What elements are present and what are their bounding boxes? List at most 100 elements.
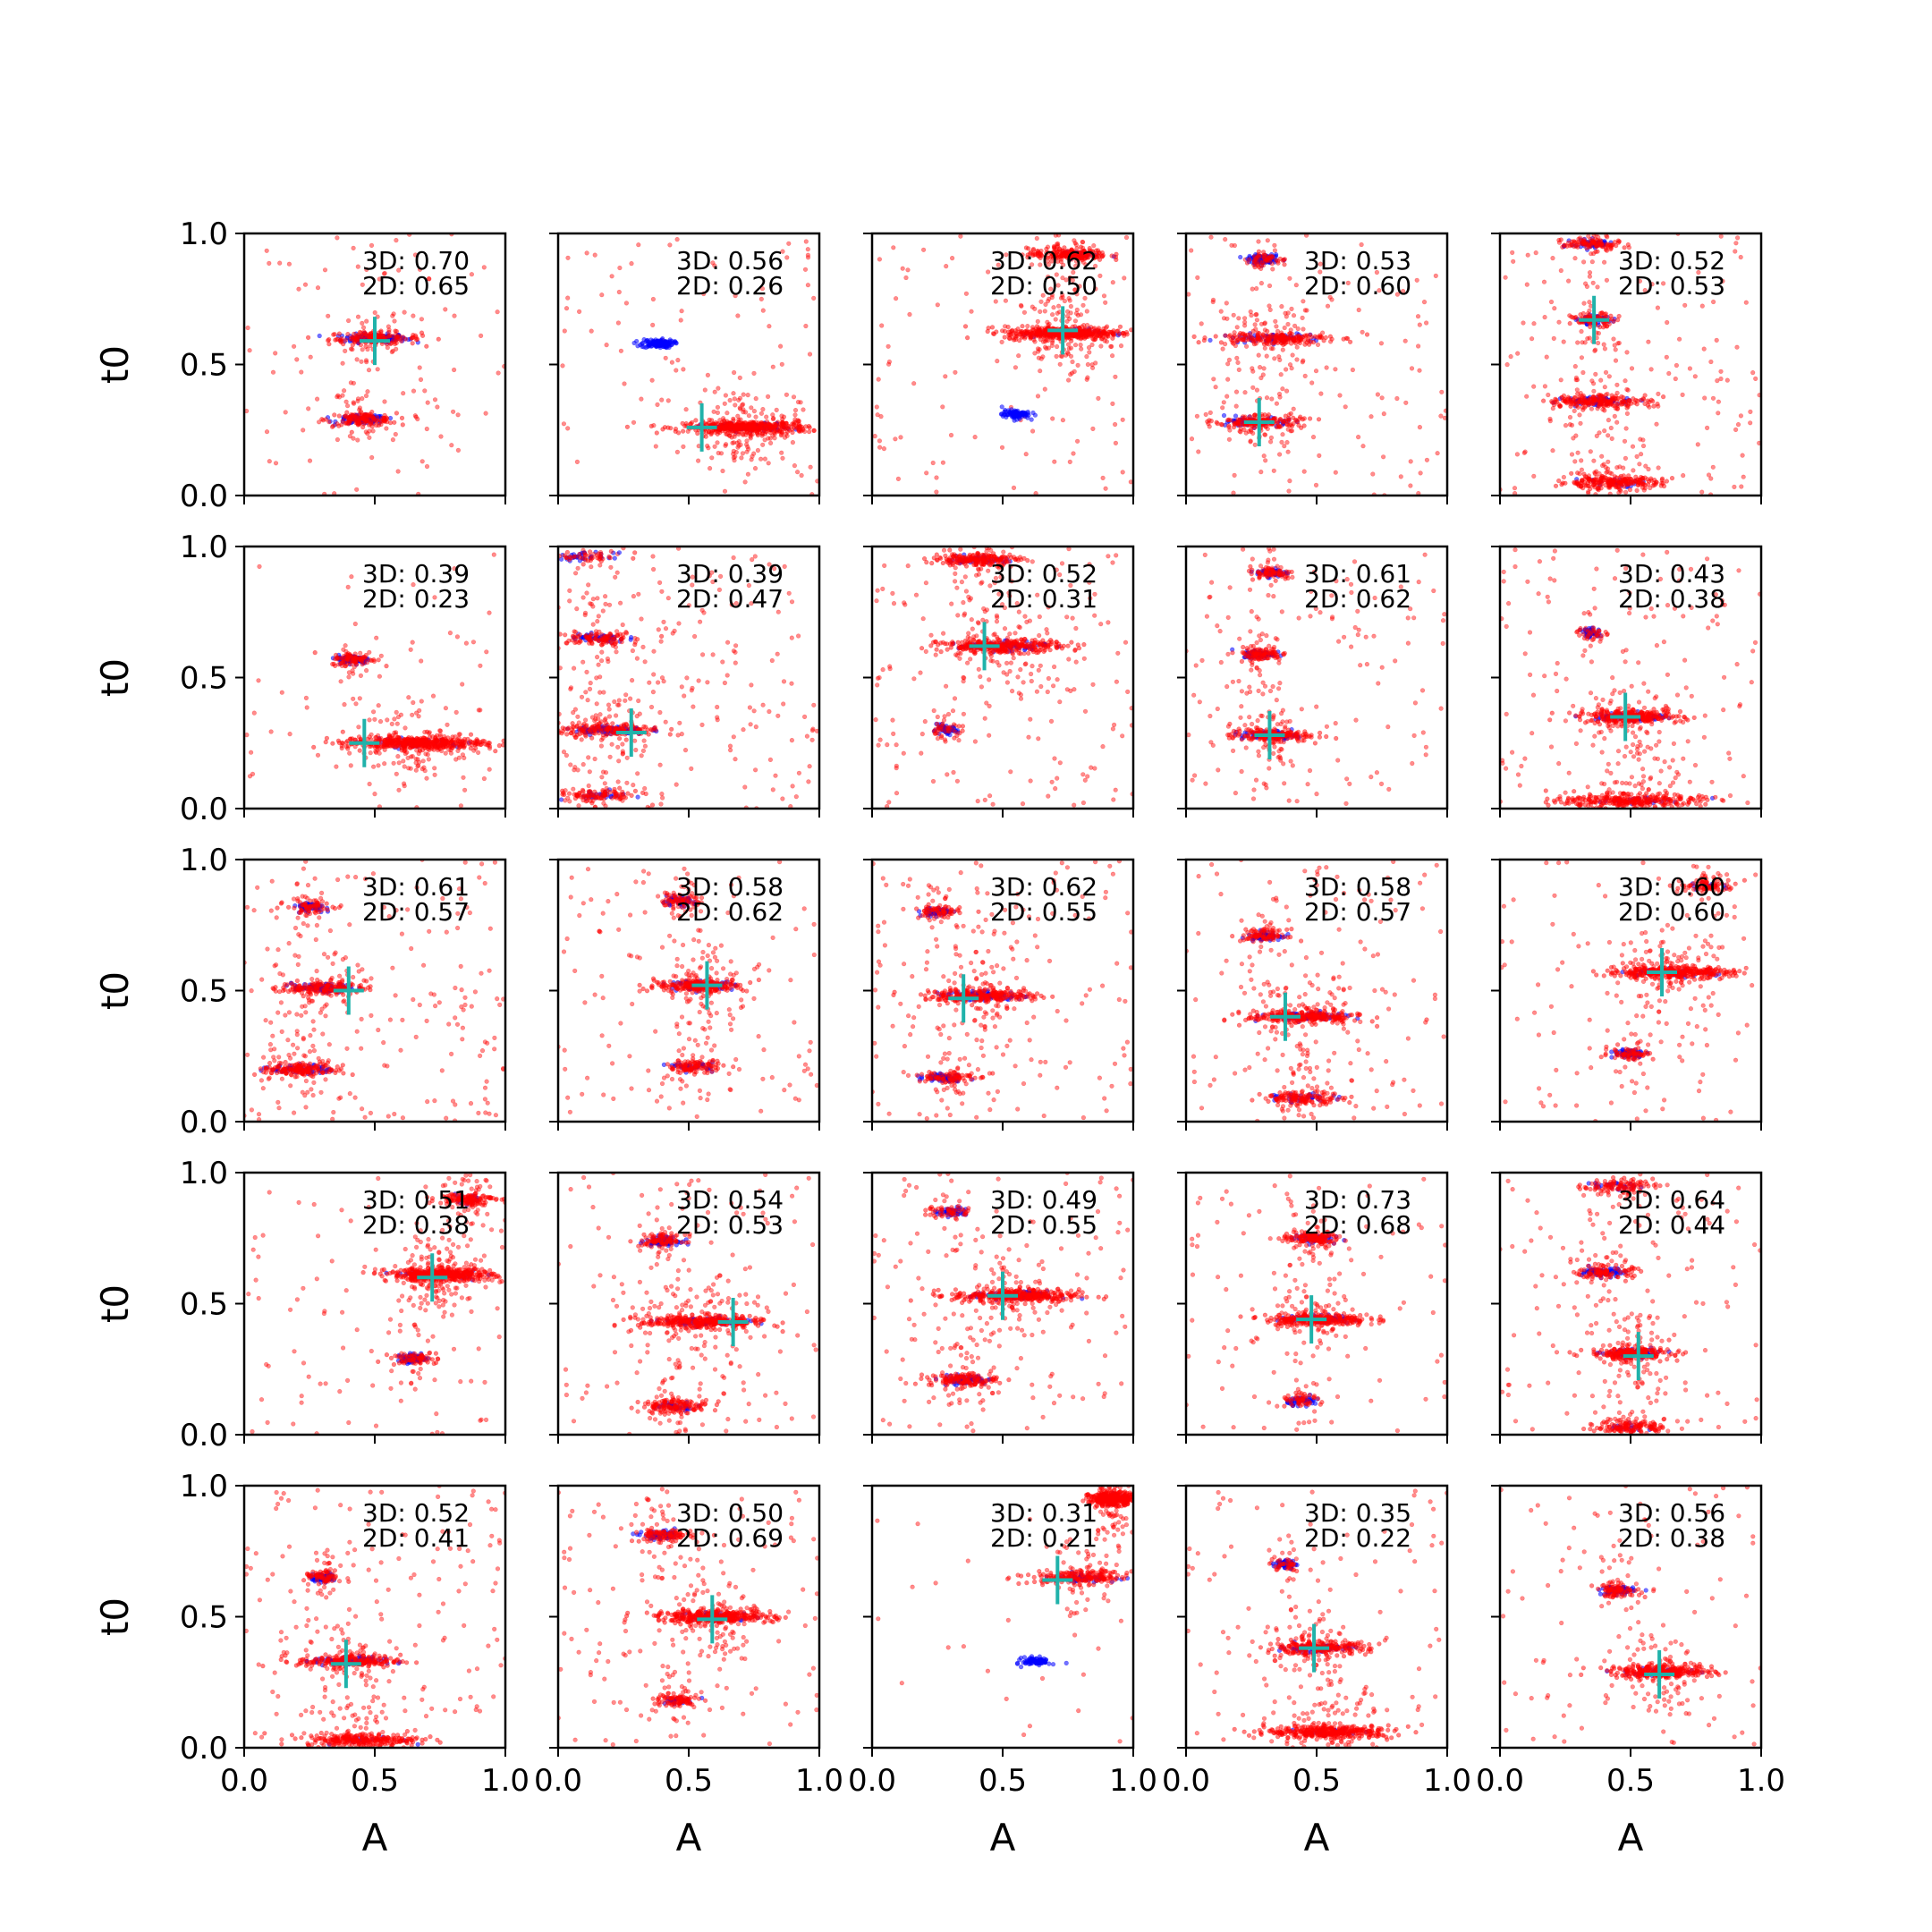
scatter-point xyxy=(360,424,366,430)
scatter-point xyxy=(1607,485,1613,490)
scatter-point xyxy=(342,701,347,708)
scatter-point xyxy=(1740,453,1745,458)
scatter-point xyxy=(358,330,364,335)
scatter-point xyxy=(953,369,958,375)
scatter-point xyxy=(1617,464,1623,470)
scatter-point xyxy=(1264,254,1269,259)
scatter-point xyxy=(1268,435,1274,441)
scatter-point xyxy=(1750,370,1756,376)
scatter-point xyxy=(1577,470,1582,477)
scatter-point xyxy=(1104,324,1110,329)
scatter-point xyxy=(1609,242,1614,248)
scatter-point xyxy=(1279,439,1284,445)
scatter-point xyxy=(1615,402,1621,409)
scatter-point xyxy=(432,397,438,402)
scatter-point xyxy=(715,440,720,445)
scatter-point xyxy=(1021,309,1027,315)
scatter-point xyxy=(419,658,424,664)
scatter-point xyxy=(351,436,356,441)
scatter-point xyxy=(1055,241,1061,247)
scatter-point xyxy=(1602,428,1607,434)
scatter-point xyxy=(972,435,978,440)
scatter-point xyxy=(734,422,740,428)
scatter-point xyxy=(893,436,898,442)
scatter-point xyxy=(1078,244,1083,250)
scatter-point xyxy=(341,647,346,652)
scatter-point xyxy=(996,262,1001,267)
scatter-point xyxy=(1020,324,1025,329)
scatter-point xyxy=(1592,480,1597,486)
scatter-point xyxy=(778,433,784,438)
scatter-point xyxy=(1085,361,1090,368)
scatter-point xyxy=(1084,377,1089,382)
scatter-point xyxy=(1739,484,1744,489)
scatter-point xyxy=(1558,237,1563,242)
scatter-point xyxy=(674,237,680,242)
scatter-point xyxy=(1025,409,1030,415)
scatter-point xyxy=(1274,324,1279,329)
scatter-point xyxy=(344,414,351,419)
scatter-point xyxy=(1687,366,1692,371)
scatter-point xyxy=(1225,418,1231,423)
scatter-point xyxy=(1194,413,1199,419)
scatter-point xyxy=(749,405,754,411)
scatter-point xyxy=(1301,469,1307,474)
scatter-point xyxy=(1734,344,1740,350)
scatter-point xyxy=(323,739,328,745)
scatter-point xyxy=(1251,259,1258,265)
scatter-point xyxy=(1417,368,1422,373)
scatter-point xyxy=(1565,240,1572,245)
scatter-point xyxy=(1210,297,1216,303)
scatter-point xyxy=(1049,340,1055,345)
scatter-point xyxy=(805,247,810,252)
scatter-point xyxy=(1261,366,1267,371)
scatter-point xyxy=(727,397,733,403)
scatter-point xyxy=(1408,483,1413,488)
scatter-point xyxy=(737,405,742,411)
scatter-point xyxy=(1553,483,1559,488)
scatter-point xyxy=(1109,253,1114,258)
scatter-point xyxy=(1256,265,1262,270)
scatter-point xyxy=(576,309,582,315)
scatter-point xyxy=(1279,304,1284,309)
scatter-point xyxy=(1377,288,1382,293)
scatter-point xyxy=(741,423,747,428)
scatter-point xyxy=(774,428,780,434)
scatter-point xyxy=(765,426,770,431)
scatter-point xyxy=(1669,475,1675,481)
scatter-point xyxy=(386,324,392,329)
scatter-point xyxy=(332,412,337,418)
scatter-point xyxy=(1066,255,1072,260)
scatter-point xyxy=(561,421,567,427)
scatter-point xyxy=(1290,352,1295,358)
scatter-point xyxy=(1049,253,1055,259)
scatter-point xyxy=(1550,256,1555,261)
scatter-point xyxy=(592,252,597,258)
scatter-point xyxy=(343,648,349,655)
scatter-point xyxy=(1080,239,1085,245)
scatter-point xyxy=(1597,470,1602,477)
scatter-point xyxy=(1277,394,1283,400)
scatter-point xyxy=(352,621,358,627)
scatter-point xyxy=(1120,417,1125,422)
scatter-point xyxy=(1049,258,1055,264)
scatter-point xyxy=(350,347,355,352)
scatter-point xyxy=(1220,405,1225,411)
scatter-point xyxy=(723,442,729,447)
scatter-point xyxy=(794,470,801,475)
scatter-point xyxy=(1208,419,1214,424)
scatter-point xyxy=(1222,342,1228,347)
scatter-point xyxy=(1054,343,1060,350)
scatter-point xyxy=(1102,338,1107,343)
scatter-point xyxy=(802,428,808,435)
scatter-point xyxy=(1508,354,1513,360)
scatter-point xyxy=(1608,313,1614,318)
scatter-point xyxy=(751,451,757,456)
scatter-point xyxy=(629,261,634,267)
scatter-point xyxy=(1035,394,1041,399)
scatter-point xyxy=(1606,374,1612,379)
scatter-point xyxy=(1414,277,1419,283)
scatter-point xyxy=(378,334,384,339)
scatter-point xyxy=(1296,335,1301,341)
scatter-point xyxy=(1275,419,1281,425)
